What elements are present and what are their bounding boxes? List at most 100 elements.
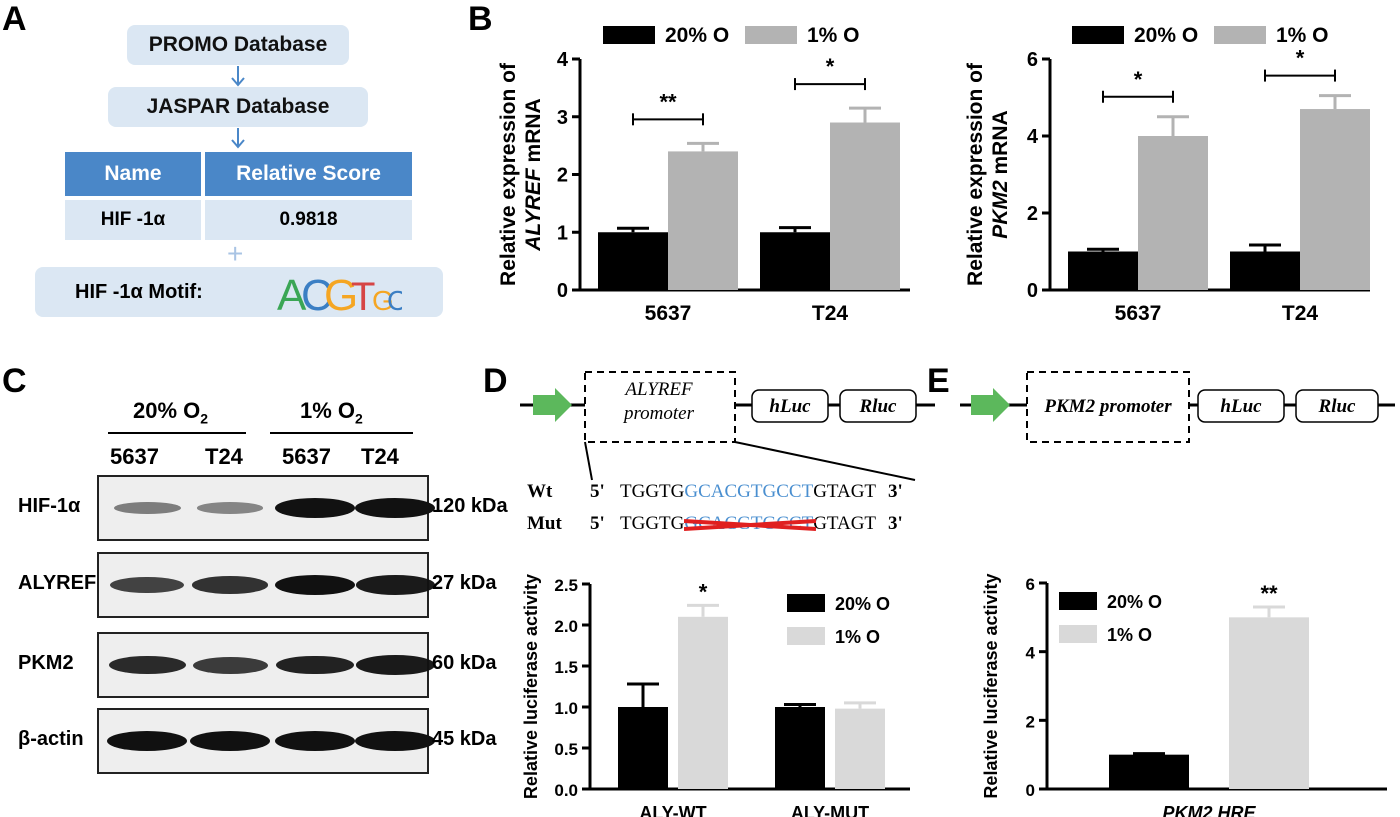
blot-row-label: ALYREF xyxy=(18,572,97,594)
bar xyxy=(678,616,728,789)
promoter-arrow-icon xyxy=(533,388,572,422)
bar xyxy=(668,151,738,290)
y-tick-label: 2.0 xyxy=(554,617,578,636)
y-tick-label: 2 xyxy=(1027,203,1038,225)
blot-band xyxy=(197,502,263,514)
blot-size-label: 45 kDa xyxy=(432,728,497,750)
y-tick-label: 0.5 xyxy=(554,740,578,759)
panel-letter-d: D xyxy=(483,362,508,400)
y-axis-label-text: Relative luciferase activity xyxy=(981,573,1001,798)
plus-sign: + xyxy=(227,238,244,269)
y-tick-label: 1.0 xyxy=(554,699,578,718)
panel-letter-e: E xyxy=(927,362,950,400)
table-cell-score: 0.9818 xyxy=(205,200,412,240)
panel-letter-c: C xyxy=(2,362,27,400)
blot-band xyxy=(355,731,435,751)
y-tick-label: 1 xyxy=(557,222,568,244)
legend-swatch xyxy=(1059,625,1097,643)
wb-lane-4: T24 xyxy=(361,444,399,469)
category-label: 5637 xyxy=(1115,302,1162,325)
wb-lane-2: T24 xyxy=(205,444,243,469)
wb-group-normoxia: 20% O2 xyxy=(133,398,209,427)
category-label: PKM2 HRE xyxy=(1162,803,1256,817)
y-axis-label: Relative luciferase activity xyxy=(521,574,541,799)
pkm2-promoter-label: PKM2 promoter xyxy=(1044,396,1172,417)
promo-database-box: PROMO Database xyxy=(127,25,349,65)
zoom-line-right xyxy=(734,441,916,481)
significance-mark: * xyxy=(826,54,835,79)
y-tick-label: 2 xyxy=(557,165,568,187)
significance-mark: ** xyxy=(1260,581,1278,606)
wt-sequence: TGGTGGCACGTGCCTGTAGT xyxy=(620,481,877,502)
arrow-down-icon xyxy=(231,66,245,87)
table-header-score: Relative Score xyxy=(205,152,412,196)
blot-band xyxy=(355,655,435,675)
blot-row-label: PKM2 xyxy=(18,652,74,674)
legend-swatch xyxy=(1214,26,1266,44)
legend-swatch xyxy=(787,627,825,645)
alyref-reporter-construct xyxy=(520,371,935,481)
bar xyxy=(1230,251,1300,290)
zoom-line-left xyxy=(584,441,593,481)
motif-label: HIF -1α Motif: xyxy=(75,281,203,303)
blot-band xyxy=(355,498,435,518)
y-axis-label: Relative luciferase activity xyxy=(981,573,1001,798)
y-tick-label: 1.5 xyxy=(554,658,578,677)
bar xyxy=(618,707,668,789)
bar xyxy=(1229,617,1309,789)
blot-band xyxy=(110,576,184,594)
hluc-box xyxy=(1197,389,1285,423)
legend-swatch xyxy=(787,594,825,612)
y-tick-label: 0 xyxy=(557,280,568,302)
y-tick-label: 4 xyxy=(1027,126,1039,148)
legend-swatch xyxy=(745,26,797,44)
legend-swatch xyxy=(603,26,655,44)
arrow-down-icon xyxy=(231,128,245,149)
hluc-box xyxy=(751,389,829,423)
legend-swatch xyxy=(1059,592,1097,610)
y-tick-label: 0.0 xyxy=(554,781,578,800)
hluc-label-d: hLuc xyxy=(769,396,811,417)
wb-group-line-right xyxy=(270,432,413,434)
wb-lane-1: 5637 xyxy=(110,444,159,469)
blot-size-label: 27 kDa xyxy=(432,572,497,594)
bar xyxy=(1138,136,1208,290)
mut-five-prime: 5' xyxy=(590,513,605,534)
table-header-name: Name xyxy=(65,152,201,196)
y-axis-label-line1: Relative expression of xyxy=(497,62,520,286)
y-tick-label: 2 xyxy=(1026,712,1035,731)
wt-three-prime: 3' xyxy=(888,481,903,502)
y-tick-label: 0 xyxy=(1027,280,1038,302)
y-axis-label: Relative expression of PKM2 mRNA xyxy=(964,62,1012,286)
blot-band xyxy=(192,656,268,674)
motif-letter: T xyxy=(351,275,375,316)
blot-strip xyxy=(97,708,435,774)
hluc-label-e: hLuc xyxy=(1220,396,1262,417)
category-label: T24 xyxy=(1282,302,1319,325)
wt-five-prime: 5' xyxy=(590,481,605,502)
pkm2-reporter-construct xyxy=(960,371,1395,443)
promoter-arrow-icon xyxy=(971,388,1010,422)
bar xyxy=(835,708,885,789)
legend-label: 20% O xyxy=(1134,24,1198,47)
promoter-box xyxy=(1026,371,1190,443)
bar xyxy=(1300,109,1370,290)
motif-logo: ACGTGC xyxy=(277,271,402,316)
y-tick-label: 6 xyxy=(1026,575,1035,594)
rluc-label-e: Rluc xyxy=(1318,396,1356,417)
mut-three-prime: 3' xyxy=(888,513,903,534)
wb-lane-3: 5637 xyxy=(282,444,331,469)
bar xyxy=(1109,754,1189,789)
promoter-box xyxy=(584,371,736,443)
bar xyxy=(760,232,830,290)
legend-label: 1% O xyxy=(807,24,860,47)
legend-label: 20% O xyxy=(665,24,729,47)
motif-letter: G xyxy=(372,285,394,316)
blot-band xyxy=(355,575,435,595)
bar xyxy=(1068,251,1138,290)
mutation-strike xyxy=(684,519,817,531)
y-tick-label: 3 xyxy=(557,107,568,129)
jaspar-database-box: JASPAR Database xyxy=(108,87,368,127)
